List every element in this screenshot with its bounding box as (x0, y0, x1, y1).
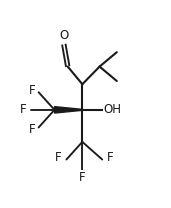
Text: O: O (59, 29, 68, 42)
Polygon shape (55, 107, 82, 113)
Text: F: F (107, 151, 114, 164)
Text: F: F (55, 151, 62, 164)
Text: OH: OH (104, 103, 122, 116)
Text: F: F (29, 123, 35, 136)
Text: F: F (29, 84, 35, 97)
Text: F: F (19, 103, 26, 116)
Text: F: F (79, 171, 86, 184)
